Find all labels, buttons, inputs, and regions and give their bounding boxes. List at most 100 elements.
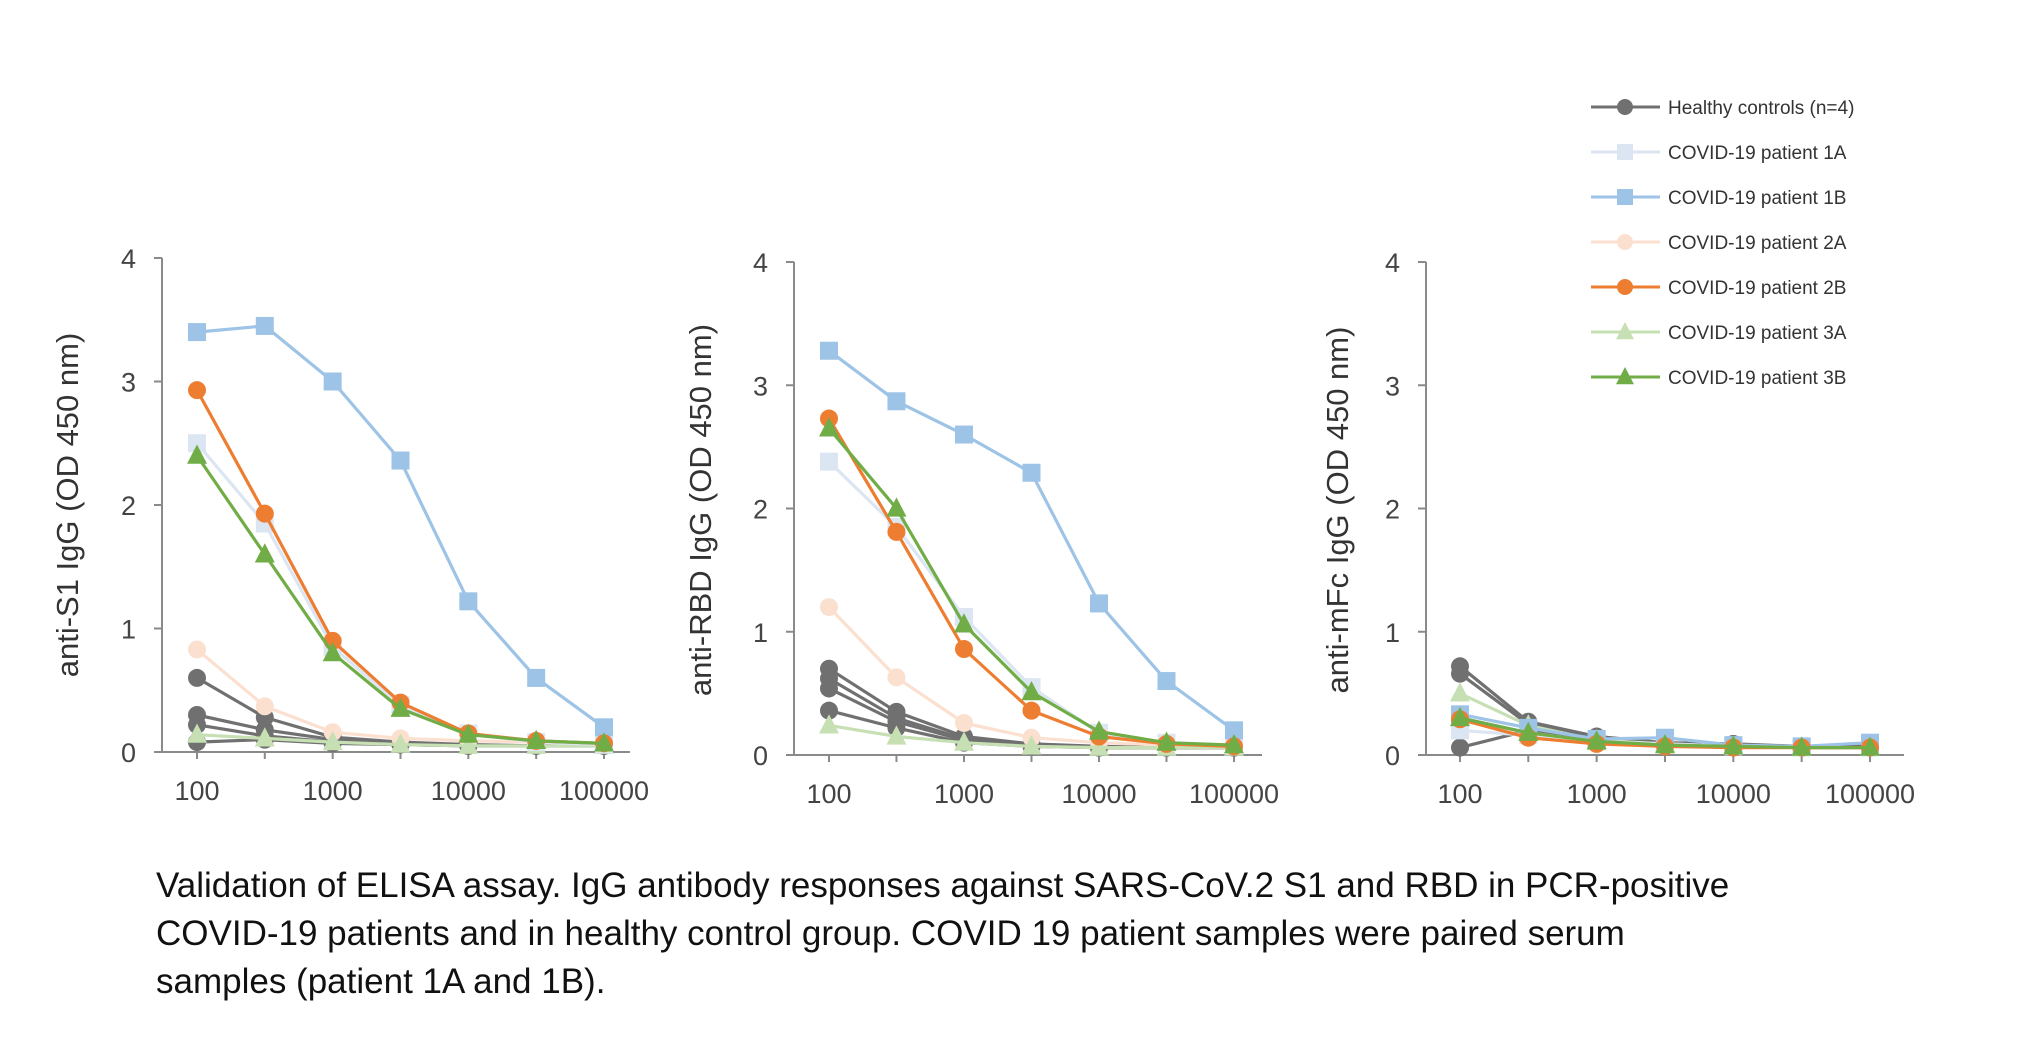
legend-item-p1B: COVID-19 patient 1B bbox=[1591, 188, 1846, 209]
series-p1B bbox=[820, 341, 1243, 740]
y-tick-label: 1 bbox=[121, 615, 136, 645]
series-p2A bbox=[820, 598, 1243, 756]
data-point-p2A bbox=[887, 668, 906, 687]
data-point-p3B bbox=[1723, 735, 1744, 755]
data-point-p1B bbox=[527, 668, 546, 687]
data-point-healthy bbox=[1451, 738, 1469, 757]
legend-item-p1A: COVID-19 patient 1A bbox=[1591, 143, 1847, 164]
data-point-p1B bbox=[1090, 594, 1108, 613]
legend-label: Healthy controls (n=4) bbox=[1668, 98, 1854, 119]
legend-label: COVID-19 patient 2B bbox=[1668, 278, 1846, 299]
x-tick-label: 10000 bbox=[431, 776, 506, 806]
data-point-p2A bbox=[820, 598, 838, 617]
data-point-p2B bbox=[255, 504, 274, 523]
series-group bbox=[1450, 657, 1880, 757]
legend-label: COVID-19 patient 3A bbox=[1668, 323, 1847, 344]
series-group bbox=[187, 316, 614, 755]
legend-item-healthy: Healthy controls (n=4) bbox=[1591, 98, 1854, 119]
data-point-p2B bbox=[1022, 701, 1041, 720]
data-point-p3B bbox=[390, 697, 411, 717]
data-point-p2B bbox=[887, 522, 906, 541]
chart-1: 0 1 2 3 4 100 1000 10000 100000 anti-S1 IgG (OD 4… bbox=[50, 244, 649, 806]
data-point-p1B bbox=[459, 592, 478, 611]
series-p3B bbox=[819, 417, 1244, 754]
y-tick-label: 0 bbox=[1385, 741, 1400, 771]
data-point-p3A bbox=[458, 734, 479, 754]
y-axis-label: anti-S1 IgG (OD 450 nm) bbox=[50, 333, 85, 678]
data-point-p3B bbox=[819, 417, 839, 437]
y-tick-label: 4 bbox=[753, 248, 768, 278]
data-point-p1A bbox=[820, 452, 838, 471]
data-point-p3B bbox=[187, 444, 207, 464]
y-tick-label: 3 bbox=[753, 371, 768, 401]
data-point-p3A bbox=[390, 733, 411, 753]
data-point-p3B bbox=[1860, 736, 1880, 756]
y-tick-label: 3 bbox=[1385, 371, 1400, 401]
legend-marker bbox=[1617, 279, 1633, 295]
y-tick-label: 4 bbox=[1385, 248, 1400, 278]
data-point-p3A bbox=[819, 714, 839, 734]
series-group bbox=[819, 341, 1244, 757]
data-point-p3A bbox=[954, 731, 974, 751]
x-tick-label: 100000 bbox=[1825, 779, 1915, 809]
y-tick-label: 1 bbox=[1385, 618, 1400, 648]
y-tick-label: 0 bbox=[121, 738, 136, 768]
data-point-p3B bbox=[1791, 736, 1812, 756]
data-point-p3B bbox=[526, 729, 547, 749]
data-point-p3B bbox=[1450, 706, 1470, 727]
series-p1B bbox=[188, 316, 613, 737]
data-point-p1B bbox=[820, 341, 838, 360]
legend: Healthy controls (n=4) COVID-19 patient 1… bbox=[1591, 98, 1854, 389]
data-point-p3B bbox=[1089, 720, 1109, 740]
legend-label: COVID-19 patient 3B bbox=[1668, 368, 1846, 389]
legend-label: COVID-19 patient 2A bbox=[1668, 233, 1847, 254]
x-tick-label: 1000 bbox=[1567, 779, 1627, 809]
legend-marker bbox=[1617, 99, 1633, 115]
series-p3B bbox=[187, 444, 614, 752]
data-point-p3B bbox=[954, 613, 974, 633]
data-point-p1B bbox=[887, 392, 906, 411]
data-point-p1B bbox=[1157, 672, 1176, 691]
y-axis-label: anti-mFc IgG (OD 450 nm) bbox=[1320, 327, 1355, 694]
legend-item-p3A: COVID-19 patient 3A bbox=[1591, 321, 1847, 344]
caption-line-3: samples (patient 1A and 1B). bbox=[156, 962, 606, 1001]
data-point-p2A bbox=[255, 697, 274, 716]
data-point-p3A bbox=[1450, 682, 1470, 702]
data-point-healthy bbox=[820, 679, 838, 698]
data-point-p2A bbox=[955, 713, 973, 732]
data-point-p3B bbox=[1654, 733, 1675, 754]
data-point-p3B bbox=[1224, 733, 1244, 754]
data-point-p3A bbox=[1089, 736, 1109, 756]
data-point-p3A bbox=[187, 723, 207, 743]
data-point-p3B bbox=[1518, 721, 1539, 741]
legend-label: COVID-19 patient 1A bbox=[1668, 143, 1847, 164]
data-point-p3A bbox=[322, 730, 343, 751]
data-point-p1B bbox=[1225, 721, 1243, 740]
caption-line-1: Validation of ELISA assay. IgG antibody … bbox=[156, 866, 1730, 905]
data-point-healthy bbox=[820, 701, 838, 720]
y-tick-label: 1 bbox=[753, 618, 768, 648]
data-point-p3B bbox=[1156, 731, 1177, 751]
data-point-p3B bbox=[886, 497, 907, 517]
legend-marker bbox=[1617, 144, 1633, 160]
legend-label: COVID-19 patient 1B bbox=[1668, 188, 1846, 209]
data-point-p3B bbox=[458, 723, 479, 743]
data-point-p1B bbox=[595, 718, 613, 737]
data-point-p3A bbox=[254, 727, 275, 747]
data-point-healthy bbox=[1451, 664, 1469, 683]
x-tick-label: 1000 bbox=[303, 776, 363, 806]
y-tick-label: 4 bbox=[121, 244, 136, 274]
legend-item-p2A: COVID-19 patient 2A bbox=[1591, 233, 1847, 254]
x-tick-label: 100 bbox=[174, 776, 219, 806]
data-point-p3B bbox=[594, 732, 614, 752]
legend-marker bbox=[1617, 189, 1633, 205]
data-point-healthy bbox=[188, 668, 206, 687]
data-point-p2B bbox=[188, 381, 206, 400]
data-point-p3B bbox=[322, 642, 343, 662]
caption-line-2: COVID-19 patients and in healthy control… bbox=[156, 914, 1625, 953]
data-point-p3A bbox=[1021, 735, 1042, 755]
data-point-p1B bbox=[391, 451, 410, 470]
x-tick-label: 1000 bbox=[934, 779, 994, 809]
